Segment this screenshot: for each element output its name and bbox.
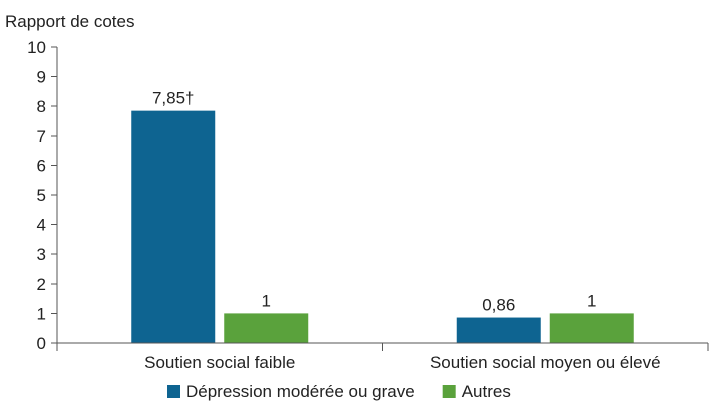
- bar: [224, 313, 309, 343]
- y-tick-label: 7: [37, 127, 46, 146]
- legend-label: Dépression modérée ou grave: [186, 382, 415, 401]
- y-tick-label: 3: [37, 245, 46, 264]
- y-axis-label: Rapport de cotes: [5, 12, 134, 31]
- y-tick-label: 2: [37, 275, 46, 294]
- bar: [549, 313, 634, 343]
- y-tick-label: 8: [37, 97, 46, 116]
- data-label: 0,86: [482, 296, 515, 315]
- category-label: Soutien social moyen ou élevé: [430, 353, 661, 372]
- legend: Dépression modérée ou grave Autres: [167, 382, 511, 401]
- data-label: 1: [587, 291, 596, 310]
- data-label: 7,85†: [152, 89, 195, 108]
- y-tick-label: 10: [27, 38, 46, 57]
- y-tick-label: 4: [37, 216, 46, 235]
- y-tick-label: 1: [37, 304, 46, 323]
- y-axis: 0 1 2 3 4 5 6 7 8 9 10: [27, 38, 58, 353]
- y-tick-label: 5: [37, 186, 46, 205]
- bars: 7,85† 1 0,86 1: [131, 89, 634, 343]
- bar: [131, 110, 216, 343]
- legend-swatch: [167, 385, 180, 398]
- legend-label: Autres: [462, 382, 511, 401]
- data-label: 1: [262, 291, 271, 310]
- x-axis: Soutien social faible Soutien social moye…: [56, 342, 709, 372]
- legend-swatch: [442, 385, 456, 398]
- y-tick-label: 6: [37, 156, 46, 175]
- y-tick-label: 9: [37, 68, 46, 87]
- bar: [456, 317, 541, 343]
- y-tick-label: 0: [37, 334, 46, 353]
- category-label: Soutien social faible: [144, 353, 295, 372]
